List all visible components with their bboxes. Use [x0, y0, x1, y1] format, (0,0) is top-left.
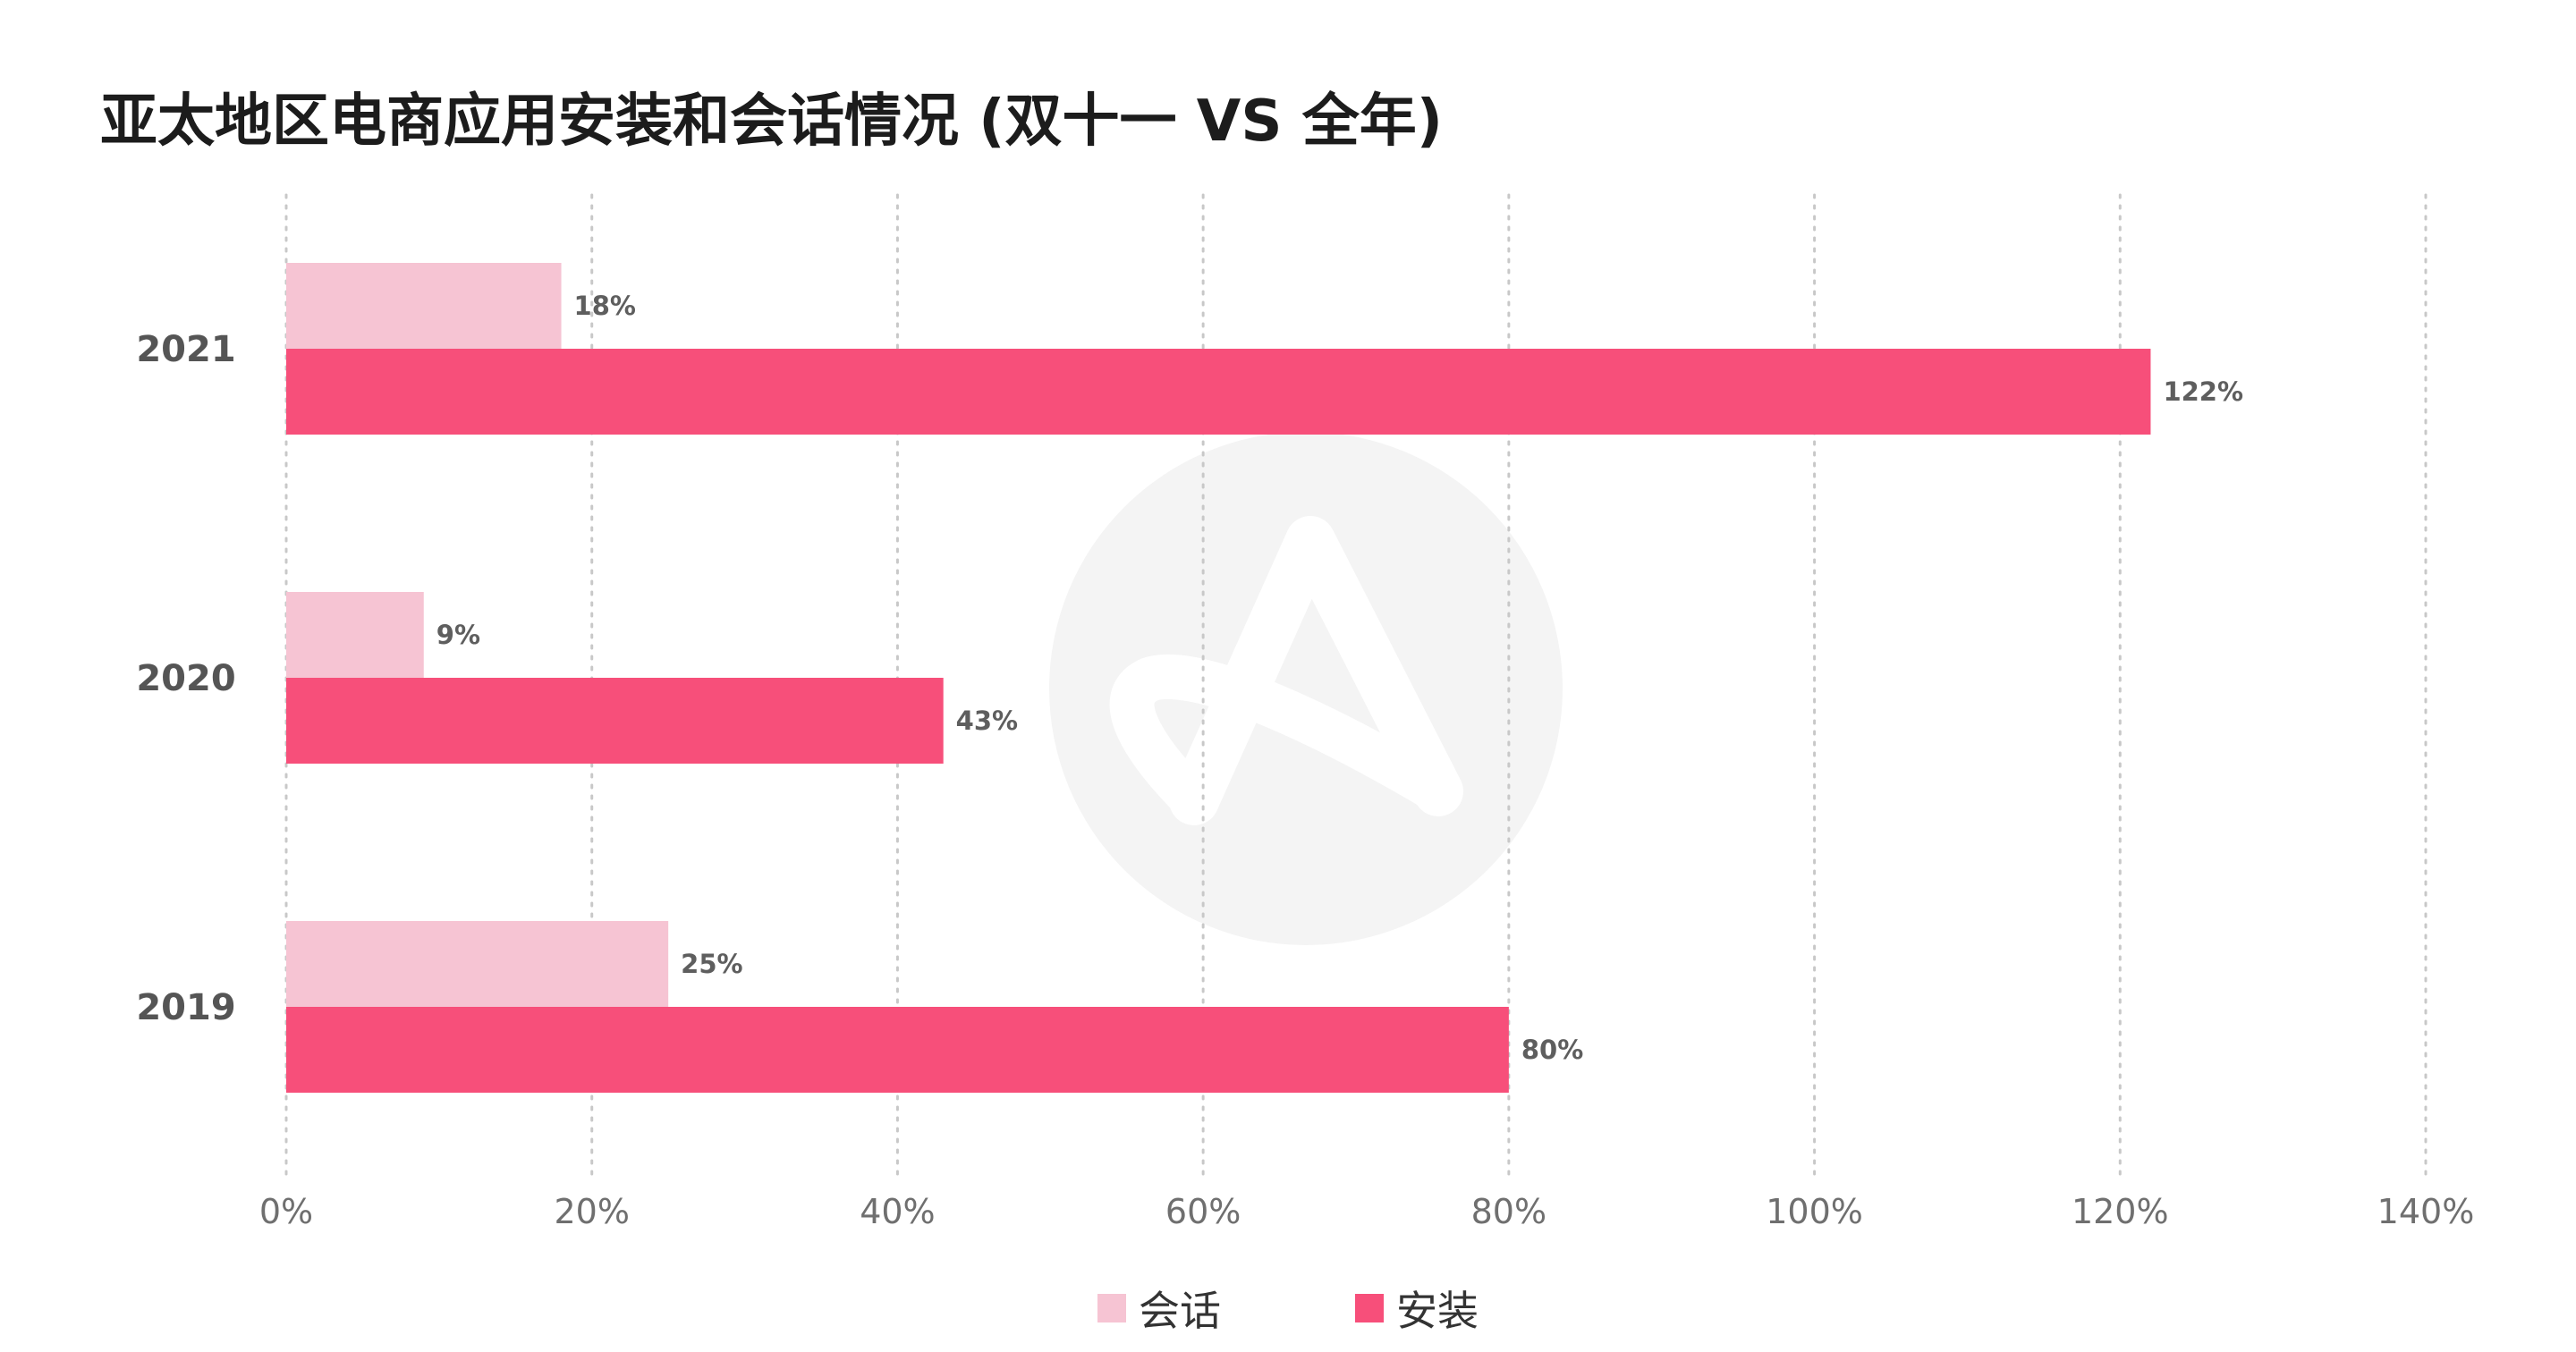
y-axis-categories: 2021 2020 2019 [136, 329, 235, 1028]
legend: 会话 安装 [0, 1279, 2576, 1338]
adjust-logo-icon [1109, 516, 1463, 825]
bar-sessions [286, 921, 669, 1007]
x-tick-label: 0% [259, 1192, 313, 1231]
legend-swatch-sessions [1097, 1294, 1126, 1322]
y-category-label: 2021 [136, 329, 235, 370]
legend-label-installs: 安装 [1396, 1287, 1479, 1335]
legend-label-sessions: 会话 [1139, 1287, 1221, 1335]
x-tick-label: 60% [1165, 1192, 1241, 1231]
data-label: 122% [2163, 376, 2243, 407]
y-category-label: 2019 [136, 987, 235, 1028]
x-tick-label: 100% [1766, 1192, 1863, 1231]
logo-swoosh [1109, 654, 1461, 823]
data-labels: 18% 122% 9% 43% 25% 80% [436, 291, 2243, 1065]
watermark-logo [1049, 432, 1563, 945]
y-category-label: 2020 [136, 658, 235, 699]
data-label: 80% [1521, 1035, 1583, 1065]
bar-sessions [286, 592, 424, 678]
bar-installs [286, 678, 944, 764]
data-label: 43% [956, 706, 1018, 736]
bars [286, 263, 2151, 1093]
legend-item-installs: 安装 [1355, 1279, 1479, 1338]
x-axis-ticks: 0% 20% 40% 60% 80% 100% 120% 140% [259, 1192, 2474, 1231]
bar-installs [286, 1007, 1509, 1093]
chart-title: 亚太地区电商应用安装和会话情况 (双十一 VS 全年) [100, 89, 1443, 155]
x-tick-label: 40% [860, 1192, 935, 1231]
data-label: 18% [574, 291, 636, 321]
x-tick-label: 20% [554, 1192, 629, 1231]
x-tick-label: 120% [2072, 1192, 2169, 1231]
x-tick-label: 140% [2377, 1192, 2475, 1231]
data-label: 9% [436, 620, 480, 650]
bar-sessions [286, 263, 562, 349]
data-label: 25% [681, 949, 742, 979]
x-tick-label: 80% [1471, 1192, 1546, 1231]
legend-item-sessions: 会话 [1097, 1279, 1221, 1338]
legend-swatch-installs [1355, 1294, 1384, 1322]
bar-installs [286, 349, 2151, 435]
